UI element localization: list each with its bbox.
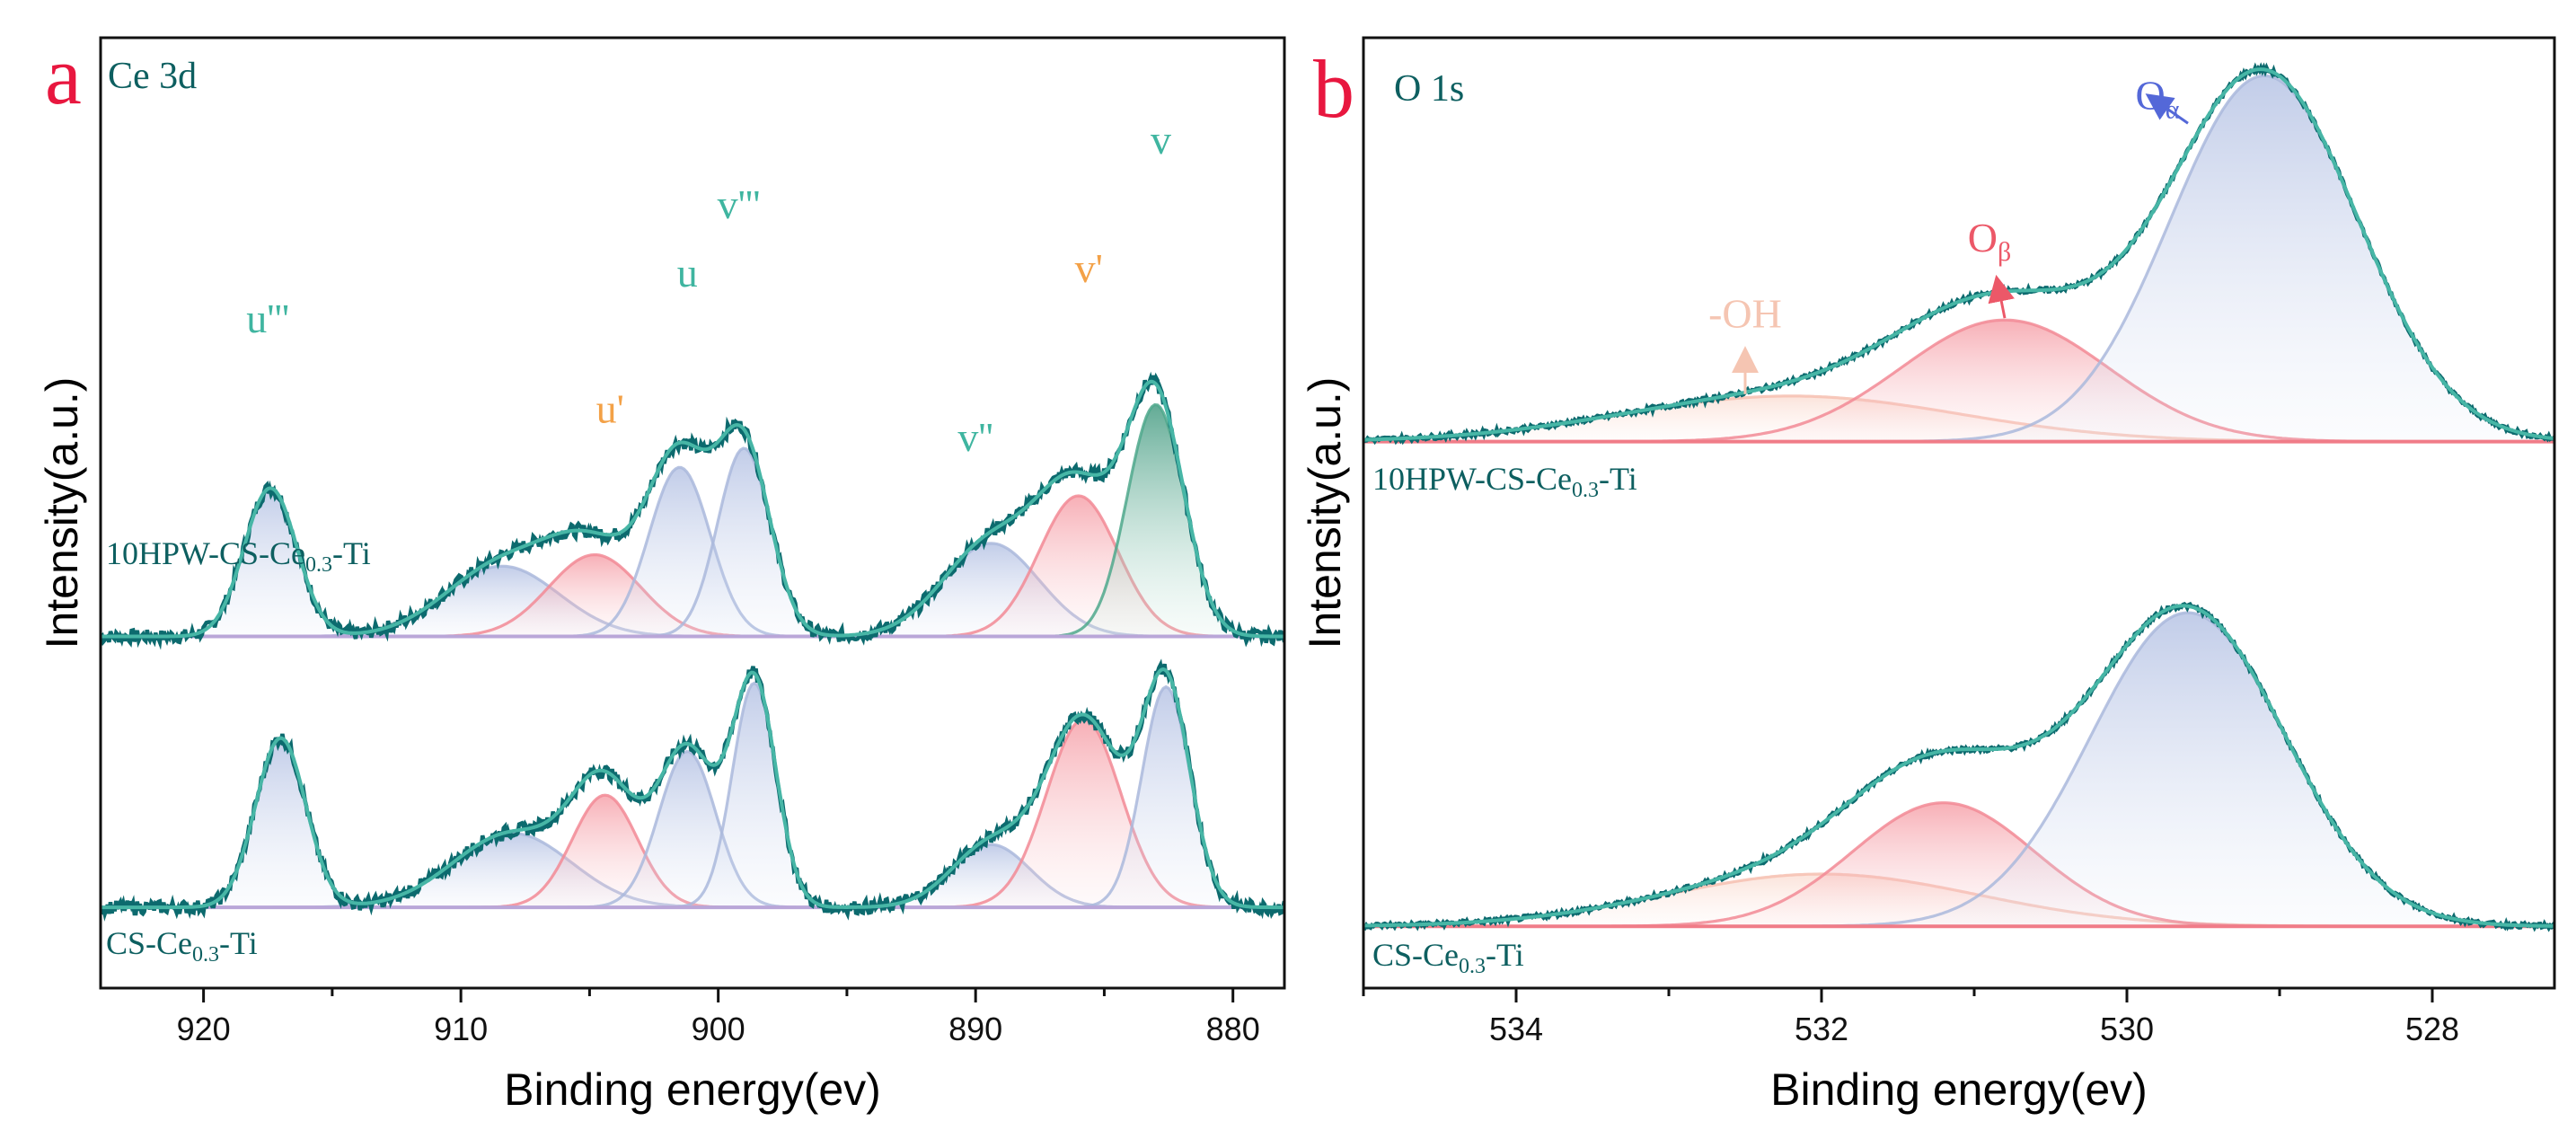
plot-frame-a [99, 36, 1286, 990]
peak-fill-a-1-6 [101, 719, 1284, 908]
peak-fill-a-0-7 [101, 404, 1284, 637]
peak-fill-a-0-3 [101, 467, 1284, 637]
sample-group-b-1 [1363, 601, 2554, 932]
x-tick-label-a-3: 890 [948, 1011, 1002, 1047]
fit-envelope-b-0 [1363, 67, 2554, 442]
sample-label-a-top: 10HPW-CS-Ce0.3-Ti [106, 535, 371, 577]
x-ticks-a: 920 910 900 890 880 [177, 988, 1260, 1047]
peak-fill-a-1-3 [101, 751, 1284, 908]
sample-group-b-0 [1363, 62, 2554, 446]
peak-label-a-0-3: v''' [718, 181, 761, 227]
peak-fill-b-1-2 [1363, 613, 2554, 927]
plot-area-b [1363, 62, 2554, 932]
x-tick-label-b-0: 534 [1489, 1011, 1543, 1047]
fit-envelope-a-0 [101, 379, 1284, 639]
sample-label-a-bottom: CS-Ce0.3-Ti [106, 925, 258, 967]
peak-fill-a-1-7 [101, 686, 1284, 908]
peak-fill-a-1-5 [101, 844, 1284, 908]
panel-a: 920 910 900 890 880 a Ce 3d Binding energy(e… [37, 30, 1286, 1115]
fit-envelope-b-1 [1363, 604, 2554, 928]
peak-fill-b-0-1 [1363, 320, 2554, 442]
x-axis-label-b: Binding energy(ev) [1770, 1064, 2148, 1115]
x-ticks-b: 534 532 530 528 [1362, 988, 2459, 1047]
peak-label-a-0-1: u' [596, 385, 624, 431]
peak-label-b-0-1: Oβ [1968, 215, 2012, 267]
peak-label-a-0-6: v [1151, 117, 1171, 163]
panel-title-b: O 1s [1394, 68, 1464, 110]
sample-label-b-top: 10HPW-CS-Ce0.3-Ti [1372, 461, 1637, 502]
x-tick-label-a-1: 910 [434, 1011, 488, 1047]
plot-area-a [101, 371, 1284, 922]
peak-label-b-0-2: Oα [2136, 72, 2180, 124]
y-axis-label-a: Intensity(a.u.) [37, 377, 87, 649]
sample-label-b-bottom: CS-Ce0.3-Ti [1372, 937, 1524, 978]
peak-label-a-0-4: v'' [957, 414, 993, 460]
x-tick-label-b-2: 530 [2100, 1011, 2154, 1047]
fit-envelope-a-1 [101, 667, 1284, 910]
y-axis-label-b: Intensity(a.u.) [1300, 377, 1350, 649]
panel-letter-b: b [1313, 43, 1354, 135]
plot-frame-b [1362, 36, 2556, 990]
peak-fill-b-1-1 [1363, 802, 2554, 927]
peak-label-b-0-0: -OH [1708, 291, 1782, 337]
x-tick-label-b-1: 532 [1795, 1011, 1848, 1047]
panel-letter-a: a [45, 30, 82, 121]
sample-group-a-1 [101, 658, 1284, 922]
peak-label-a-0-5: v' [1075, 245, 1103, 291]
arrow-o-alpha [2145, 93, 2189, 125]
peak-fill-a-0-0 [101, 488, 1284, 637]
sample-group-a-0 [101, 371, 1284, 650]
x-tick-label-a-0: 920 [177, 1011, 231, 1047]
x-tick-label-b-3: 528 [2405, 1011, 2459, 1047]
x-tick-label-a-2: 900 [692, 1011, 745, 1047]
peak-fill-b-0-2 [1363, 75, 2554, 442]
x-axis-label-a: Binding energy(ev) [504, 1064, 881, 1115]
peak-label-a-0-2: u [677, 250, 698, 296]
peak-fill-a-0-5 [101, 543, 1284, 637]
peak-label-a-0-0: u''' [246, 296, 289, 341]
panel-b: 534 532 530 528 b O 1s Binding energy(ev) I… [1300, 36, 2556, 1115]
arrow-o-beta [1988, 274, 2015, 319]
peak-fill-a-0-6 [101, 496, 1284, 637]
x-tick-label-a-4: 880 [1206, 1011, 1260, 1047]
panel-title-a: Ce 3d [108, 56, 197, 97]
